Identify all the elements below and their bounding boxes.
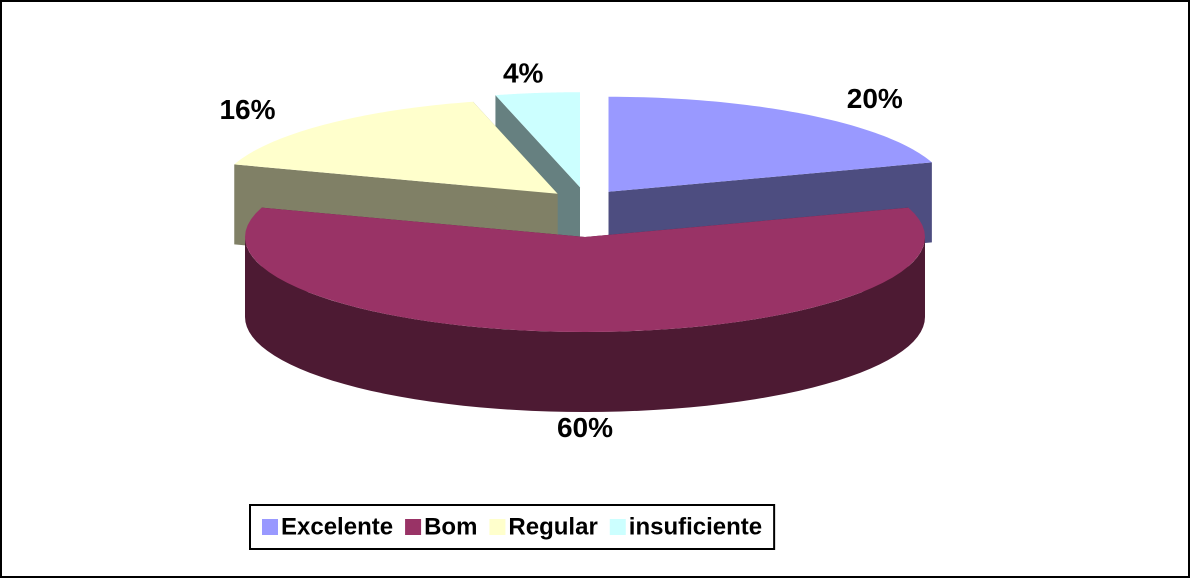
- legend-label: Regular: [508, 513, 597, 540]
- legend-swatch: [262, 519, 278, 535]
- slice-outer-wall: [245, 237, 925, 412]
- slice-top: [245, 207, 925, 332]
- data-label: 16%: [219, 94, 275, 125]
- legend: Excelente Bom Regular insuficiente: [249, 504, 776, 550]
- legend-swatch: [489, 519, 506, 535]
- legend-label: Bom: [424, 513, 477, 540]
- data-label: 20%: [847, 83, 903, 114]
- legend-box: [249, 504, 776, 550]
- slice-top: [495, 92, 580, 188]
- data-label: 4%: [503, 58, 544, 89]
- slice-top: [608, 96, 932, 192]
- data-label: 60%: [557, 412, 613, 443]
- legend-label: insuficiente: [629, 513, 762, 540]
- legend-label: Excelente: [281, 513, 393, 540]
- legend-swatch: [609, 519, 626, 535]
- slice: [245, 207, 925, 412]
- legend-swatch: [405, 519, 422, 535]
- slice-top: [234, 101, 558, 194]
